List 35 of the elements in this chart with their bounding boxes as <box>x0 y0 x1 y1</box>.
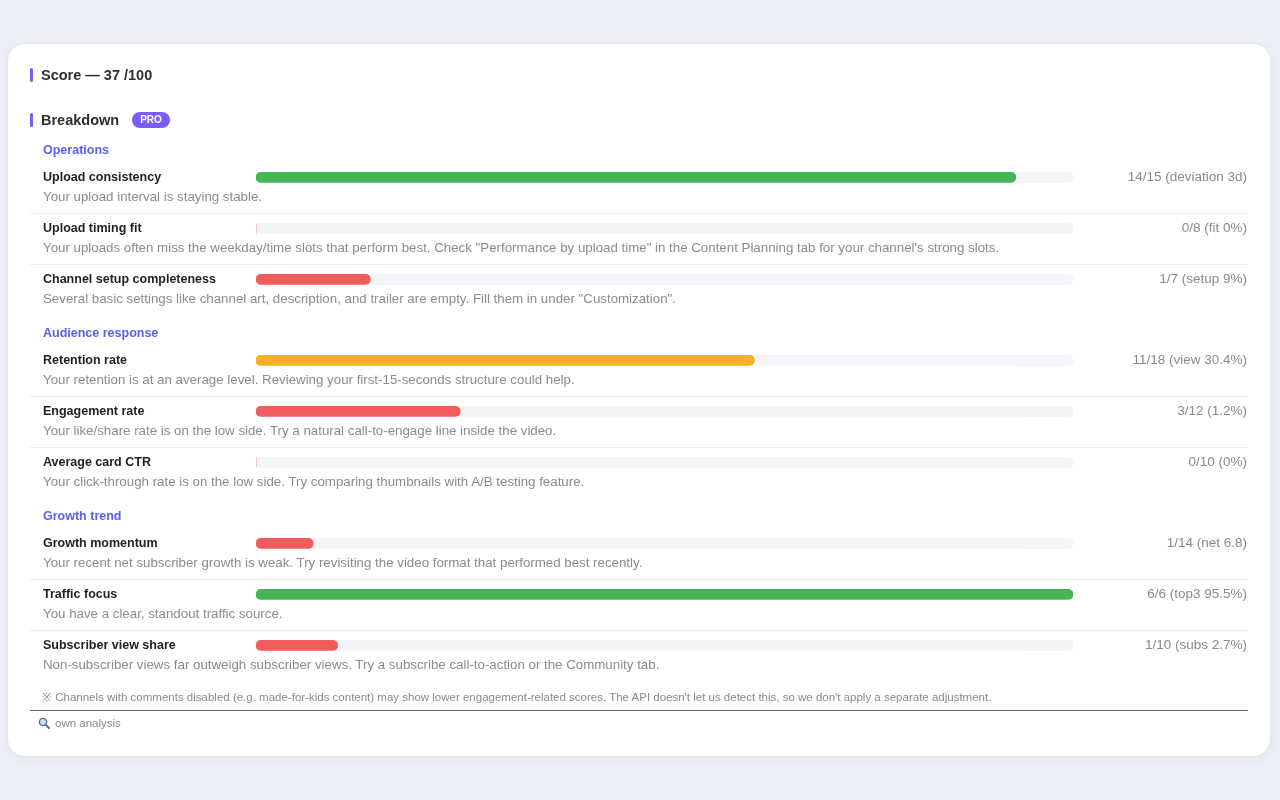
text: own analysis <box>55 716 121 730</box>
y-tick-label: Operations <box>43 142 110 157</box>
y-tick-label: Engagement rate <box>43 403 145 418</box>
y-tick-label: Upload consistency <box>43 169 162 184</box>
y-tick-label: Channel setup completeness <box>43 271 217 286</box>
annotation: Your click-through rate is on the low side. Try comparing thumbnails with A/B testing feature. <box>43 474 585 490</box>
annotation: Your uploads often miss the weekday/time slots that perform best. Check "Performance by upload time" in the Content Planning tab for your channel's strong slots. <box>43 240 1000 256</box>
y-tick-label: Average card CTR <box>43 454 151 469</box>
text: 1/14 (net 6.8) <box>1166 535 1247 551</box>
y-tick-label: Subscriber view share <box>43 637 176 652</box>
text: 0/10 (0%) <box>1188 454 1247 470</box>
y-tick-label: Retention rate <box>43 352 128 367</box>
text: 1/7 (setup 9%) <box>1159 271 1247 287</box>
text: 11/18 (view 30.4%) <box>1132 352 1247 368</box>
annotation: Several basic settings like channel art, description, and trailer are empty. Fill them in under "Customization". <box>43 291 676 307</box>
annotation: You have a clear, standout traffic source. <box>43 606 283 622</box>
text: ※ Channels with comments disabled (e.g. made-for-kids content) may show lower engagement-related scores. The API doesn't let us detect this, so we don't apply a separate adjustment. <box>42 690 992 704</box>
annotation: Non-subscriber views far outweigh subscriber views. Try a subscribe call-to-action or the Community tab. <box>43 657 660 673</box>
annotation: Your upload interval is staying stable. <box>43 189 263 205</box>
y-tick-label: Traffic focus <box>43 586 118 601</box>
y-tick-label: Growth trend <box>43 508 122 523</box>
annotation: Your retention is at an average level. Reviewing your first-15-seconds structure could help. <box>43 372 575 388</box>
y-tick-label: Upload timing fit <box>43 220 143 235</box>
annotation: Your like/share rate is on the low side. Try a natural call-to-engage line inside the video. <box>43 423 557 439</box>
text: 1/10 (subs 2.7%) <box>1144 637 1247 653</box>
y-tick-label: Audience response <box>43 325 159 340</box>
text: 3/12 (1.2%) <box>1177 403 1247 419</box>
text: 14/15 (deviation 3d) <box>1127 169 1247 185</box>
annotation: Your recent net subscriber growth is weak. Try revisiting the video format that performed best recently. <box>43 555 643 571</box>
text: Breakdown <box>41 111 120 129</box>
text: PRO <box>132 112 170 128</box>
y-tick-label: Growth momentum <box>43 535 158 550</box>
text: 0/8 (fit 0%) <box>1181 220 1247 236</box>
text: Score — 37 /100 <box>41 66 153 84</box>
text: 6/6 (top3 95.5%) <box>1147 586 1247 602</box>
